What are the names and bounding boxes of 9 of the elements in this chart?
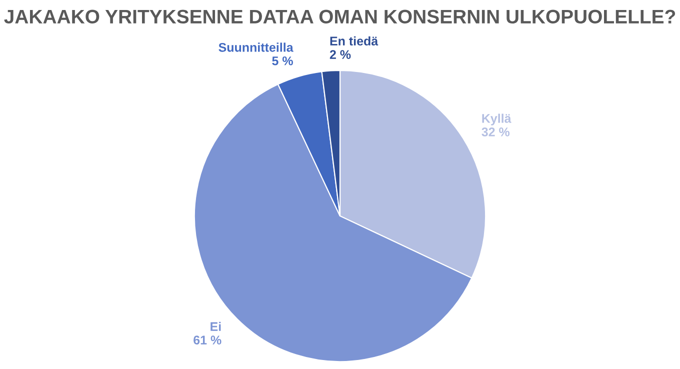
slice-label: Suunnitteilla bbox=[218, 42, 294, 52]
slice-label: Kyllä bbox=[482, 114, 512, 126]
slice-label: Ei bbox=[210, 322, 221, 331]
slice-label: En tiedä bbox=[330, 36, 378, 46]
data-label: 32 % bbox=[482, 128, 510, 136]
chart-title: JAKAAKO YRITYKSENNE DATAA OMAN KONSERNIN ULKOPUOLELLE? bbox=[4, 10, 676, 24]
data-label: 61 % bbox=[194, 336, 222, 344]
data-label: 2 % bbox=[330, 50, 351, 59]
data-label: 5 % bbox=[272, 56, 293, 66]
